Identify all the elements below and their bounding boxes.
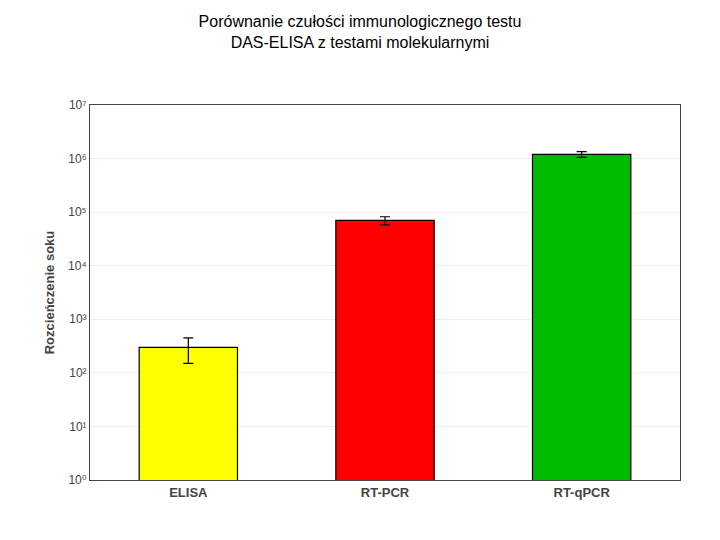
svg-text:ELISA: ELISA <box>169 485 208 500</box>
svg-text:10⁶: 10⁶ <box>68 152 86 166</box>
svg-text:10³: 10³ <box>69 312 86 326</box>
svg-text:10⁵: 10⁵ <box>68 205 86 219</box>
svg-text:Rozcieńczenie soku: Rozcieńczenie soku <box>42 231 57 355</box>
svg-text:10¹: 10¹ <box>69 420 86 434</box>
svg-text:RT-qPCR: RT-qPCR <box>553 485 610 500</box>
svg-text:10²: 10² <box>69 366 86 380</box>
svg-text:10⁷: 10⁷ <box>69 98 87 112</box>
svg-text:RT-PCR: RT-PCR <box>361 485 410 500</box>
svg-text:10⁰: 10⁰ <box>68 473 86 487</box>
svg-text:10⁴: 10⁴ <box>68 259 87 273</box>
svg-text:Porównanie czułości immunologi: Porównanie czułości immunologicznego tes… <box>199 13 522 51</box>
